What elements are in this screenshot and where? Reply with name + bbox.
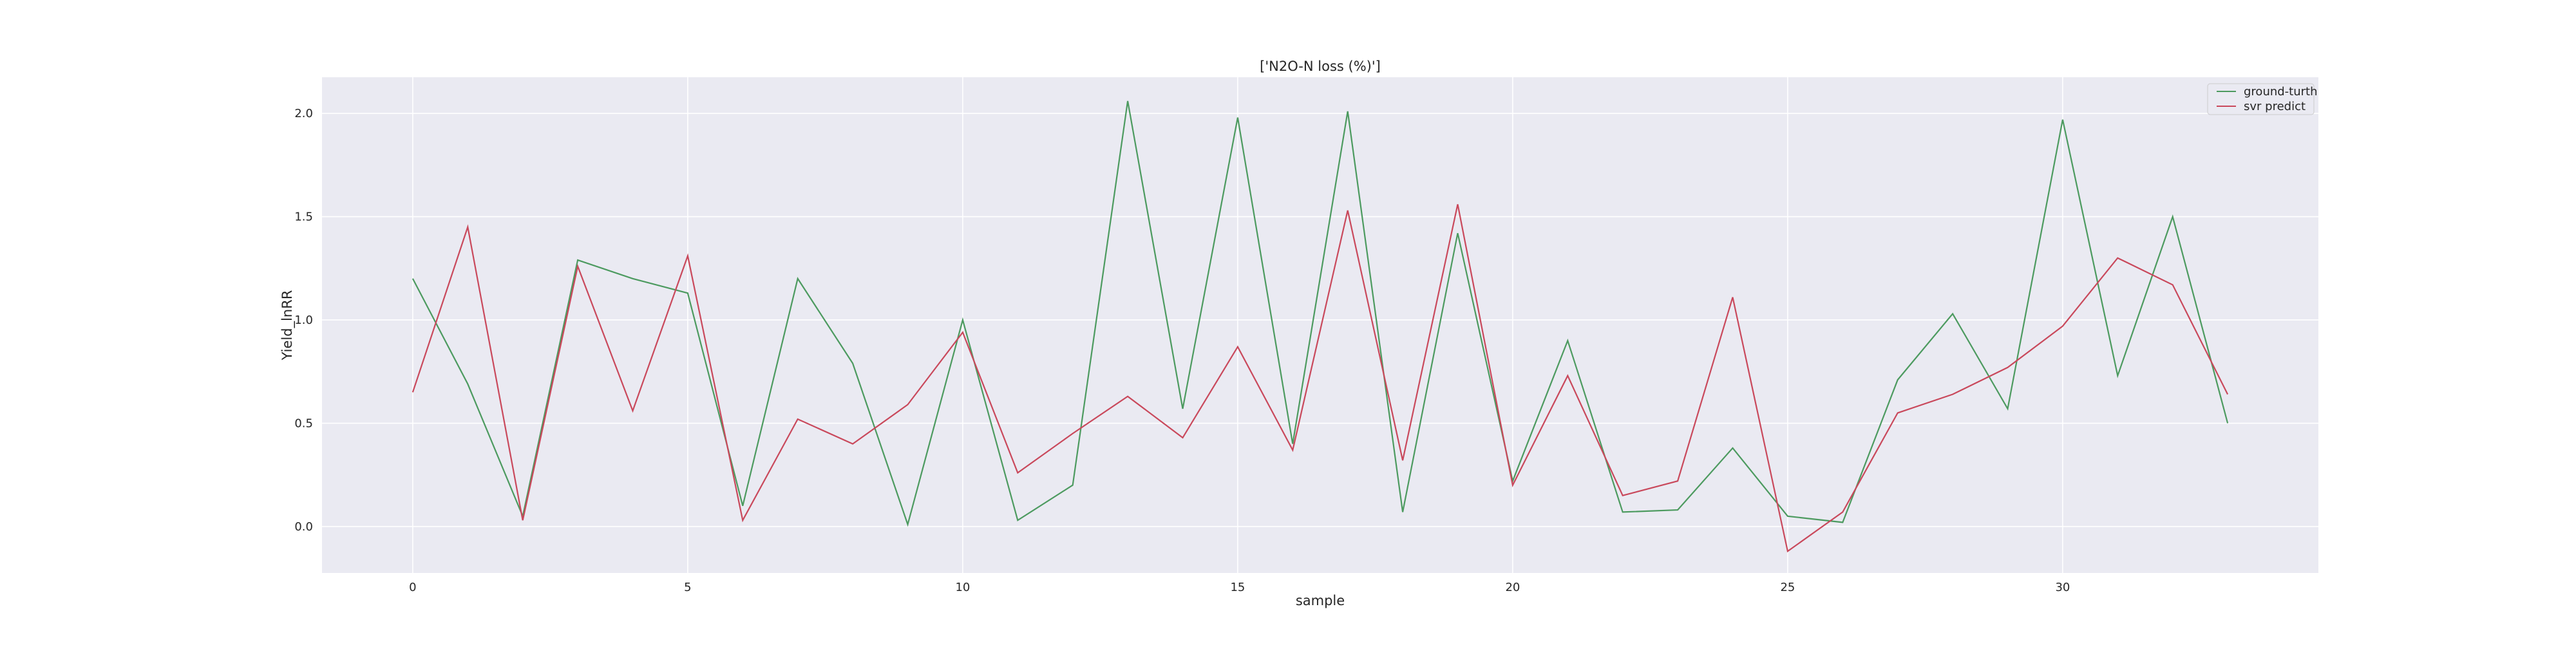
legend: ground-turth svr predict — [2207, 83, 2318, 115]
x-tick-label: 25 — [1780, 581, 1795, 594]
y-axis-label: Yield_lnRR — [279, 290, 296, 361]
x-tick-label: 30 — [2055, 581, 2070, 594]
tick-labels: 0 5 10 15 20 25 30 0.0 0.5 1.0 1.5 2.0 — [294, 107, 2070, 594]
series-line-svr-predict — [412, 204, 2229, 553]
legend-label-ground-turth: ground-turth — [2244, 85, 2318, 98]
grid — [322, 77, 2318, 573]
x-tick-label: 0 — [409, 581, 416, 594]
y-tick-label: 1.0 — [294, 314, 313, 327]
series-lines — [412, 100, 2229, 553]
x-tick-label: 20 — [1505, 581, 1520, 594]
plot-area — [322, 77, 2318, 573]
x-tick-label: 15 — [1230, 581, 1245, 594]
x-axis-label: sample — [1296, 593, 1345, 608]
series-line-ground-turth — [412, 100, 2229, 527]
chart-title: ['N2O-N loss (%)'] — [1260, 59, 1381, 74]
x-tick-label: 5 — [684, 581, 691, 594]
y-tick-label: 2.0 — [294, 107, 313, 120]
y-tick-label: 0.0 — [294, 520, 313, 534]
y-tick-label: 1.5 — [294, 211, 313, 224]
x-tick-label: 10 — [955, 581, 970, 594]
y-tick-label: 0.5 — [294, 417, 313, 430]
legend-label-svr-predict: svr predict — [2244, 100, 2306, 113]
